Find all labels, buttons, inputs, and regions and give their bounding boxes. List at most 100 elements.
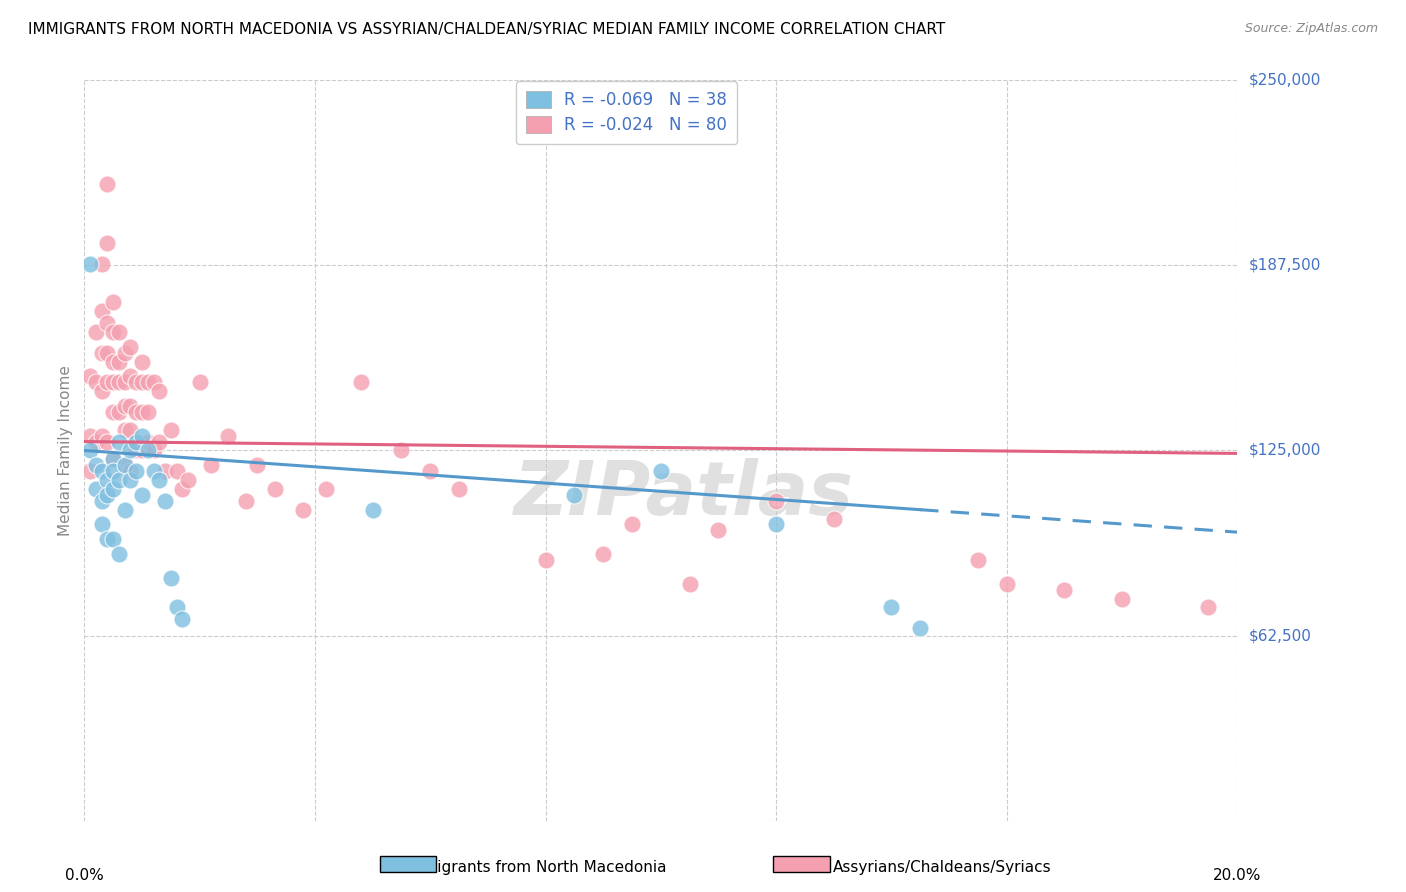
Point [120,473,142,487]
Point [96,533,118,547]
Point [131,354,153,368]
Point [103,405,124,419]
Point [90,517,112,532]
Point [84,434,107,449]
Point [103,295,124,310]
Point [114,458,136,473]
Point [131,405,153,419]
Point [79,369,101,384]
Point [114,345,136,359]
Point [136,405,159,419]
Point [621,517,644,532]
Point [131,376,153,390]
Point [449,482,471,496]
Text: IMMIGRANTS FROM NORTH MACEDONIA VS ASSYRIAN/CHALDEAN/SYRIAC MEDIAN FAMILY INCOME: IMMIGRANTS FROM NORTH MACEDONIA VS ASSYR… [28,22,945,37]
Point [995,576,1018,591]
Point [79,443,101,458]
Point [564,488,586,502]
Point [131,428,153,442]
Point [765,493,787,508]
Point [148,434,170,449]
Point [120,340,142,354]
Point [131,488,153,502]
Point [108,325,131,339]
Point [90,493,112,508]
Point [142,464,165,478]
Point [125,464,148,478]
Point [967,553,990,567]
Point [153,493,176,508]
Text: Assyrians/Chaldeans/Syriacs: Assyrians/Chaldeans/Syriacs [832,860,1052,874]
Point [120,443,142,458]
Legend: R = -0.069   N = 38, R = -0.024   N = 80: R = -0.069 N = 38, R = -0.024 N = 80 [516,81,737,145]
Point [188,376,211,390]
Point [90,345,112,359]
Text: Source: ZipAtlas.com: Source: ZipAtlas.com [1244,22,1378,36]
Point [350,376,373,390]
Point [235,493,257,508]
Point [84,458,107,473]
Point [103,482,124,496]
Point [263,482,285,496]
Point [114,376,136,390]
Point [707,524,730,538]
Point [79,464,101,478]
Point [108,376,131,390]
Point [160,423,183,437]
Point [166,464,188,478]
Point [120,399,142,413]
Point [96,376,118,390]
Point [90,464,112,478]
Point [1198,600,1220,615]
Point [108,473,131,487]
Point [79,257,101,271]
Text: ZIPatlas: ZIPatlas [513,458,853,532]
Point [114,502,136,516]
Point [103,354,124,368]
Point [880,600,903,615]
Point [108,547,131,561]
Point [136,434,159,449]
Point [96,345,118,359]
Point [103,464,124,478]
Point [246,458,269,473]
Point [114,458,136,473]
Point [96,177,118,191]
Point [103,452,124,467]
Point [200,458,222,473]
Point [114,423,136,437]
Point [96,488,118,502]
Text: $187,500: $187,500 [1249,258,1320,273]
Point [136,376,159,390]
Point [391,443,413,458]
Point [172,612,194,626]
Point [650,464,672,478]
Point [910,621,932,635]
Point [1111,591,1133,606]
Point [153,464,176,478]
Point [419,464,441,478]
Point [84,482,107,496]
Point [125,443,148,458]
Point [125,376,148,390]
Point [534,553,557,567]
Text: $250,000: $250,000 [1249,73,1320,87]
Point [125,434,148,449]
Point [79,428,101,442]
Point [103,376,124,390]
Point [292,502,315,516]
Point [96,434,118,449]
Point [131,443,153,458]
Point [592,547,614,561]
Point [108,434,131,449]
Point [103,533,124,547]
Text: 20.0%: 20.0% [1213,868,1261,883]
Point [136,443,159,458]
Point [166,600,188,615]
Point [172,482,194,496]
Point [96,236,118,251]
Point [120,369,142,384]
Point [765,517,787,532]
Point [90,257,112,271]
Point [120,464,142,478]
